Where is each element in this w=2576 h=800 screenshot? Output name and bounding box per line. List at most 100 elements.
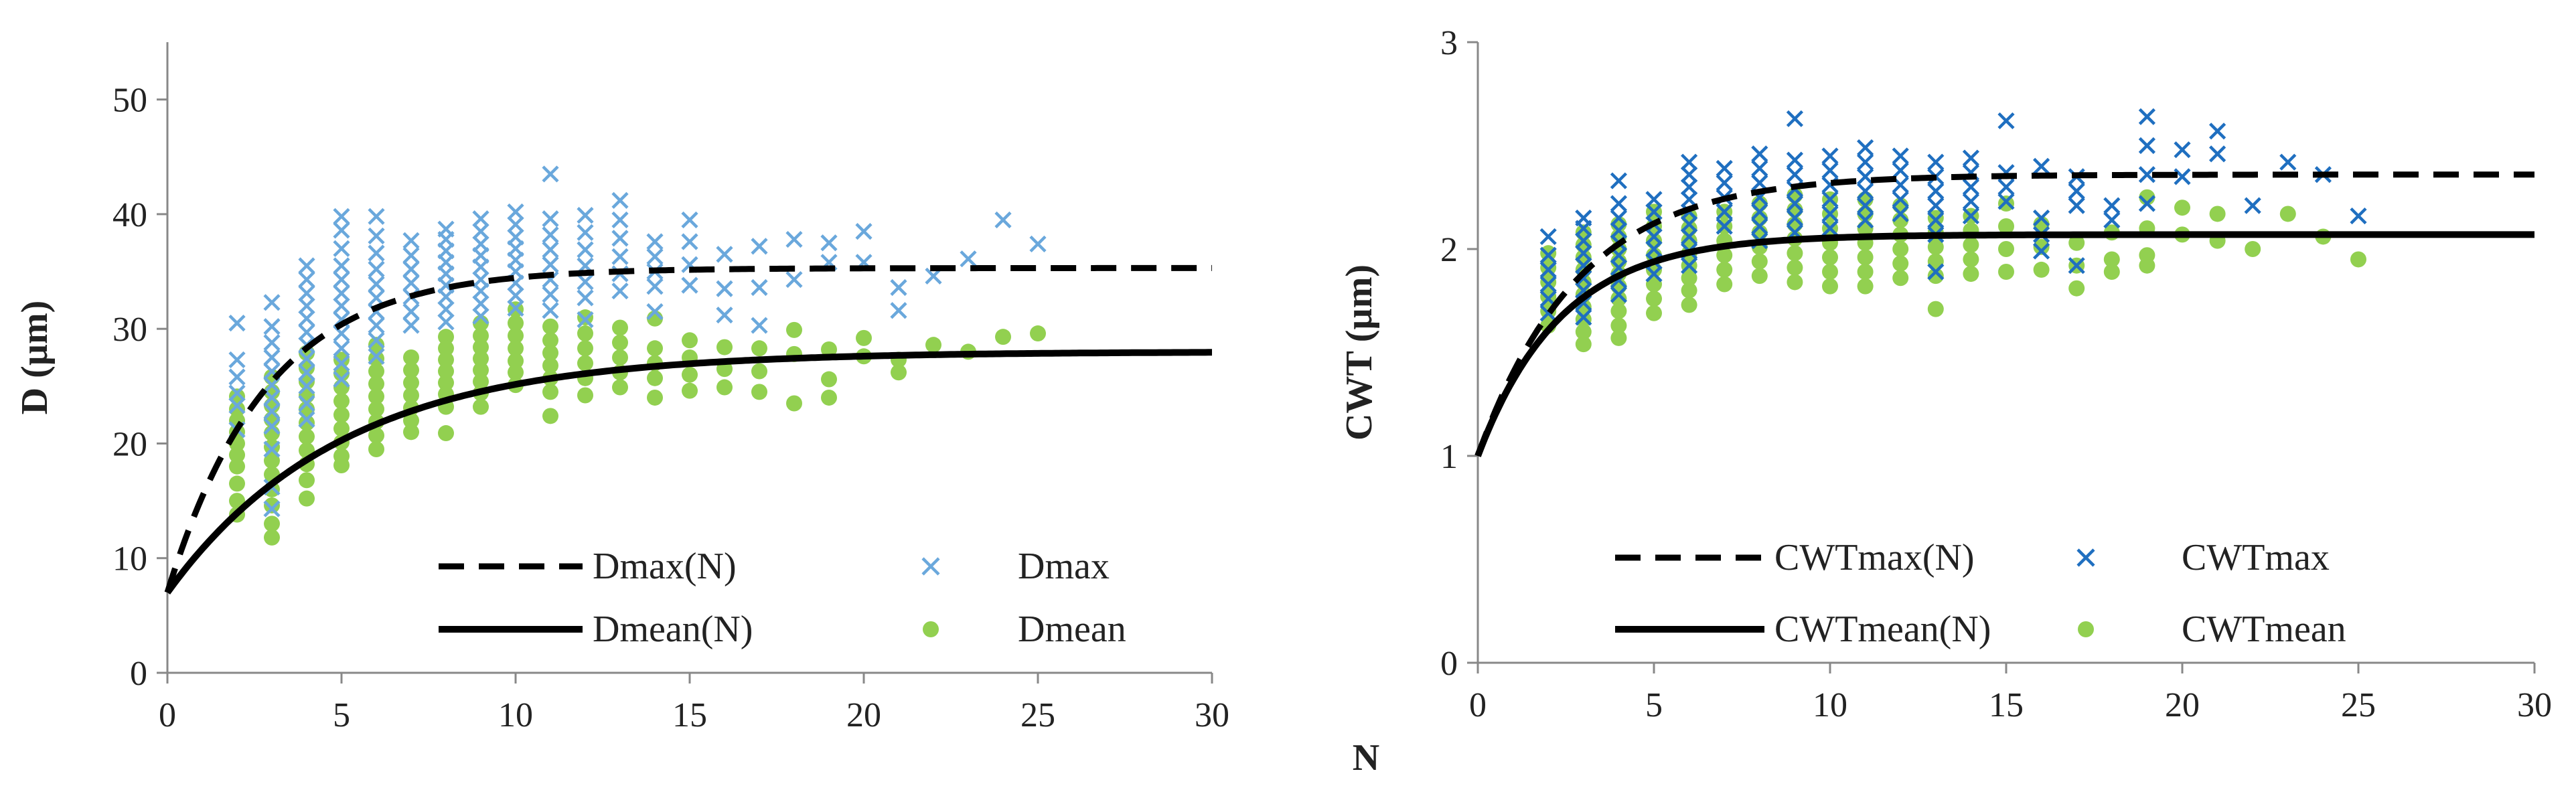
data-point-max [542,286,559,303]
data-point-max-stroke [368,260,385,278]
data-point-mean [542,332,558,349]
data-point-max-stroke [333,257,350,274]
data-point-max-stroke [1645,191,1663,208]
data-point-max [2174,168,2191,185]
data-point-max [820,234,838,252]
data-point-mean [751,340,767,357]
data-point-max [2068,257,2085,274]
data-point-max-stroke [1821,191,1839,208]
data-point-max-stroke [1927,212,1945,229]
data-point-mean [577,387,593,404]
data-point-max [333,285,350,302]
data-point-max [263,500,281,517]
data-point-max [577,241,594,258]
data-point-max-stroke [1857,212,1874,229]
data-point-max [263,334,281,351]
data-point-max [960,250,977,268]
data-point-max-stroke [1610,286,1627,303]
data-point-mean [1716,261,1733,278]
data-point-mean [682,332,698,349]
data-point-mean [438,351,454,368]
data-point-mean [1892,241,1909,257]
data-point-mean [368,363,384,380]
data-point-max [1751,159,1768,177]
data-point-mean [2279,206,2296,222]
data-point-mean [473,350,489,367]
data-point-mean [751,363,767,380]
data-point-max-stroke [751,238,768,255]
data-point-mean [1998,218,2014,235]
data-point-max-stroke [298,310,315,327]
data-point-mean [368,337,384,353]
data-point-mean [682,382,698,399]
data-point-mean [1927,301,1944,317]
data-point-max [368,331,385,349]
data-point-mean [821,371,837,388]
data-point-max-stroke [333,297,350,315]
data-point-mean [1610,317,1627,334]
data-point-max [368,227,385,245]
data-point-max-stroke [298,394,315,412]
data-point-mean [751,384,767,400]
data-point-max-stroke [298,364,315,381]
data-point-mean [2139,257,2155,274]
data-point-max [1927,212,1945,229]
x-axis-title: N [1353,737,1379,779]
data-point-max [1821,205,1839,223]
data-point-max [716,246,733,263]
data-point-max [1539,228,1557,246]
data-point-max-stroke [577,289,594,307]
data-point-mean [333,379,350,396]
data-point-mean [577,309,593,326]
data-point-max-stroke [402,274,420,292]
data-point-mean [1857,249,1874,266]
legend-swatch-dot [2078,621,2094,637]
data-point-max [507,287,524,305]
data-point-max [1997,193,2015,210]
data-point-max [472,283,489,300]
data-point-max-stroke [1539,261,1557,278]
data-point-max [2279,153,2297,171]
data-point-max-stroke [1857,197,1874,214]
data-point-max [298,350,315,368]
data-point-max [2103,197,2121,214]
data-point-max-stroke [1029,235,1047,253]
data-point-max-stroke [368,317,385,334]
data-point-max-stroke [577,311,594,329]
data-point-max-stroke [1892,176,1909,193]
data-point-max [402,260,420,278]
fit-curve-max [164,264,1212,594]
data-point-max-stroke [820,234,838,252]
data-point-max-stroke [333,285,350,302]
data-point-mean [577,355,593,372]
data-point-max-stroke [1645,203,1663,220]
data-point-mean [299,472,315,489]
data-point-max-stroke [1892,191,1909,208]
data-point-max [402,303,420,321]
data-point-max-stroke [402,317,420,334]
data-point-max [994,211,1012,229]
data-point-max [1786,210,1803,227]
data-point-mean [264,529,280,546]
data-point-mean [438,425,454,442]
data-point-max-stroke [542,241,559,258]
data-point-max-stroke [1610,259,1627,276]
data-point-max-stroke [472,307,489,325]
data-point-max-stroke [2138,195,2155,212]
data-point-max-stroke [2244,197,2261,214]
data-point-max-stroke [2068,182,2085,200]
data-point-max [333,270,350,289]
y-axis-title: CWT (µm) [1339,264,1380,441]
data-point-mean [403,424,419,441]
data-point-max-stroke [716,280,733,297]
data-point-mean [1610,329,1627,346]
y-tick-label: 0 [130,655,147,693]
data-point-max [1892,147,1909,165]
data-point-max-stroke [368,331,385,349]
data-point-mean [1927,253,1944,270]
data-point-max [298,364,315,381]
data-point-max-stroke [298,323,315,341]
data-point-max-stroke [542,256,559,273]
data-point-max [368,208,385,225]
data-point-mean [1822,263,1838,280]
